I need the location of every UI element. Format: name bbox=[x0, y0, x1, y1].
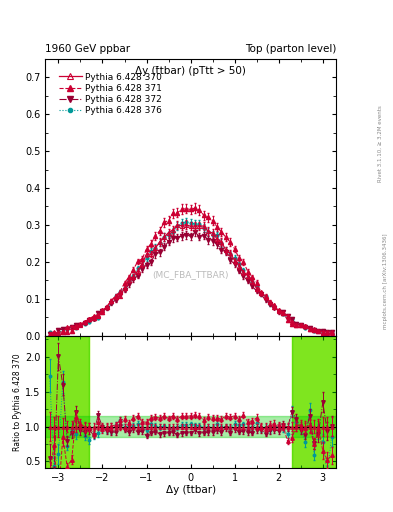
Y-axis label: Ratio to Pythia 6.428 370: Ratio to Pythia 6.428 370 bbox=[13, 353, 22, 451]
Bar bbox=[292, 336, 336, 468]
Text: 1960 GeV ppbar: 1960 GeV ppbar bbox=[45, 44, 130, 54]
Text: (MC_FBA_TTBAR): (MC_FBA_TTBAR) bbox=[152, 270, 229, 279]
Text: Top (parton level): Top (parton level) bbox=[244, 44, 336, 54]
Bar bbox=[292, 336, 336, 468]
Legend: Pythia 6.428 370, Pythia 6.428 371, Pythia 6.428 372, Pythia 6.428 376: Pythia 6.428 370, Pythia 6.428 371, Pyth… bbox=[55, 69, 166, 119]
Text: Rivet 3.1.10, ≥ 3.2M events: Rivet 3.1.10, ≥ 3.2M events bbox=[378, 105, 383, 182]
Bar bbox=[45, 416, 336, 437]
X-axis label: Δy (t̄tbar): Δy (t̄tbar) bbox=[165, 485, 216, 495]
Bar bbox=[45, 336, 89, 468]
Text: mcplots.cern.ch [arXiv:1306.3436]: mcplots.cern.ch [arXiv:1306.3436] bbox=[383, 234, 387, 329]
Text: Δy (t̄tbar) (pTtt > 50): Δy (t̄tbar) (pTtt > 50) bbox=[135, 66, 246, 76]
Bar bbox=[45, 336, 89, 468]
